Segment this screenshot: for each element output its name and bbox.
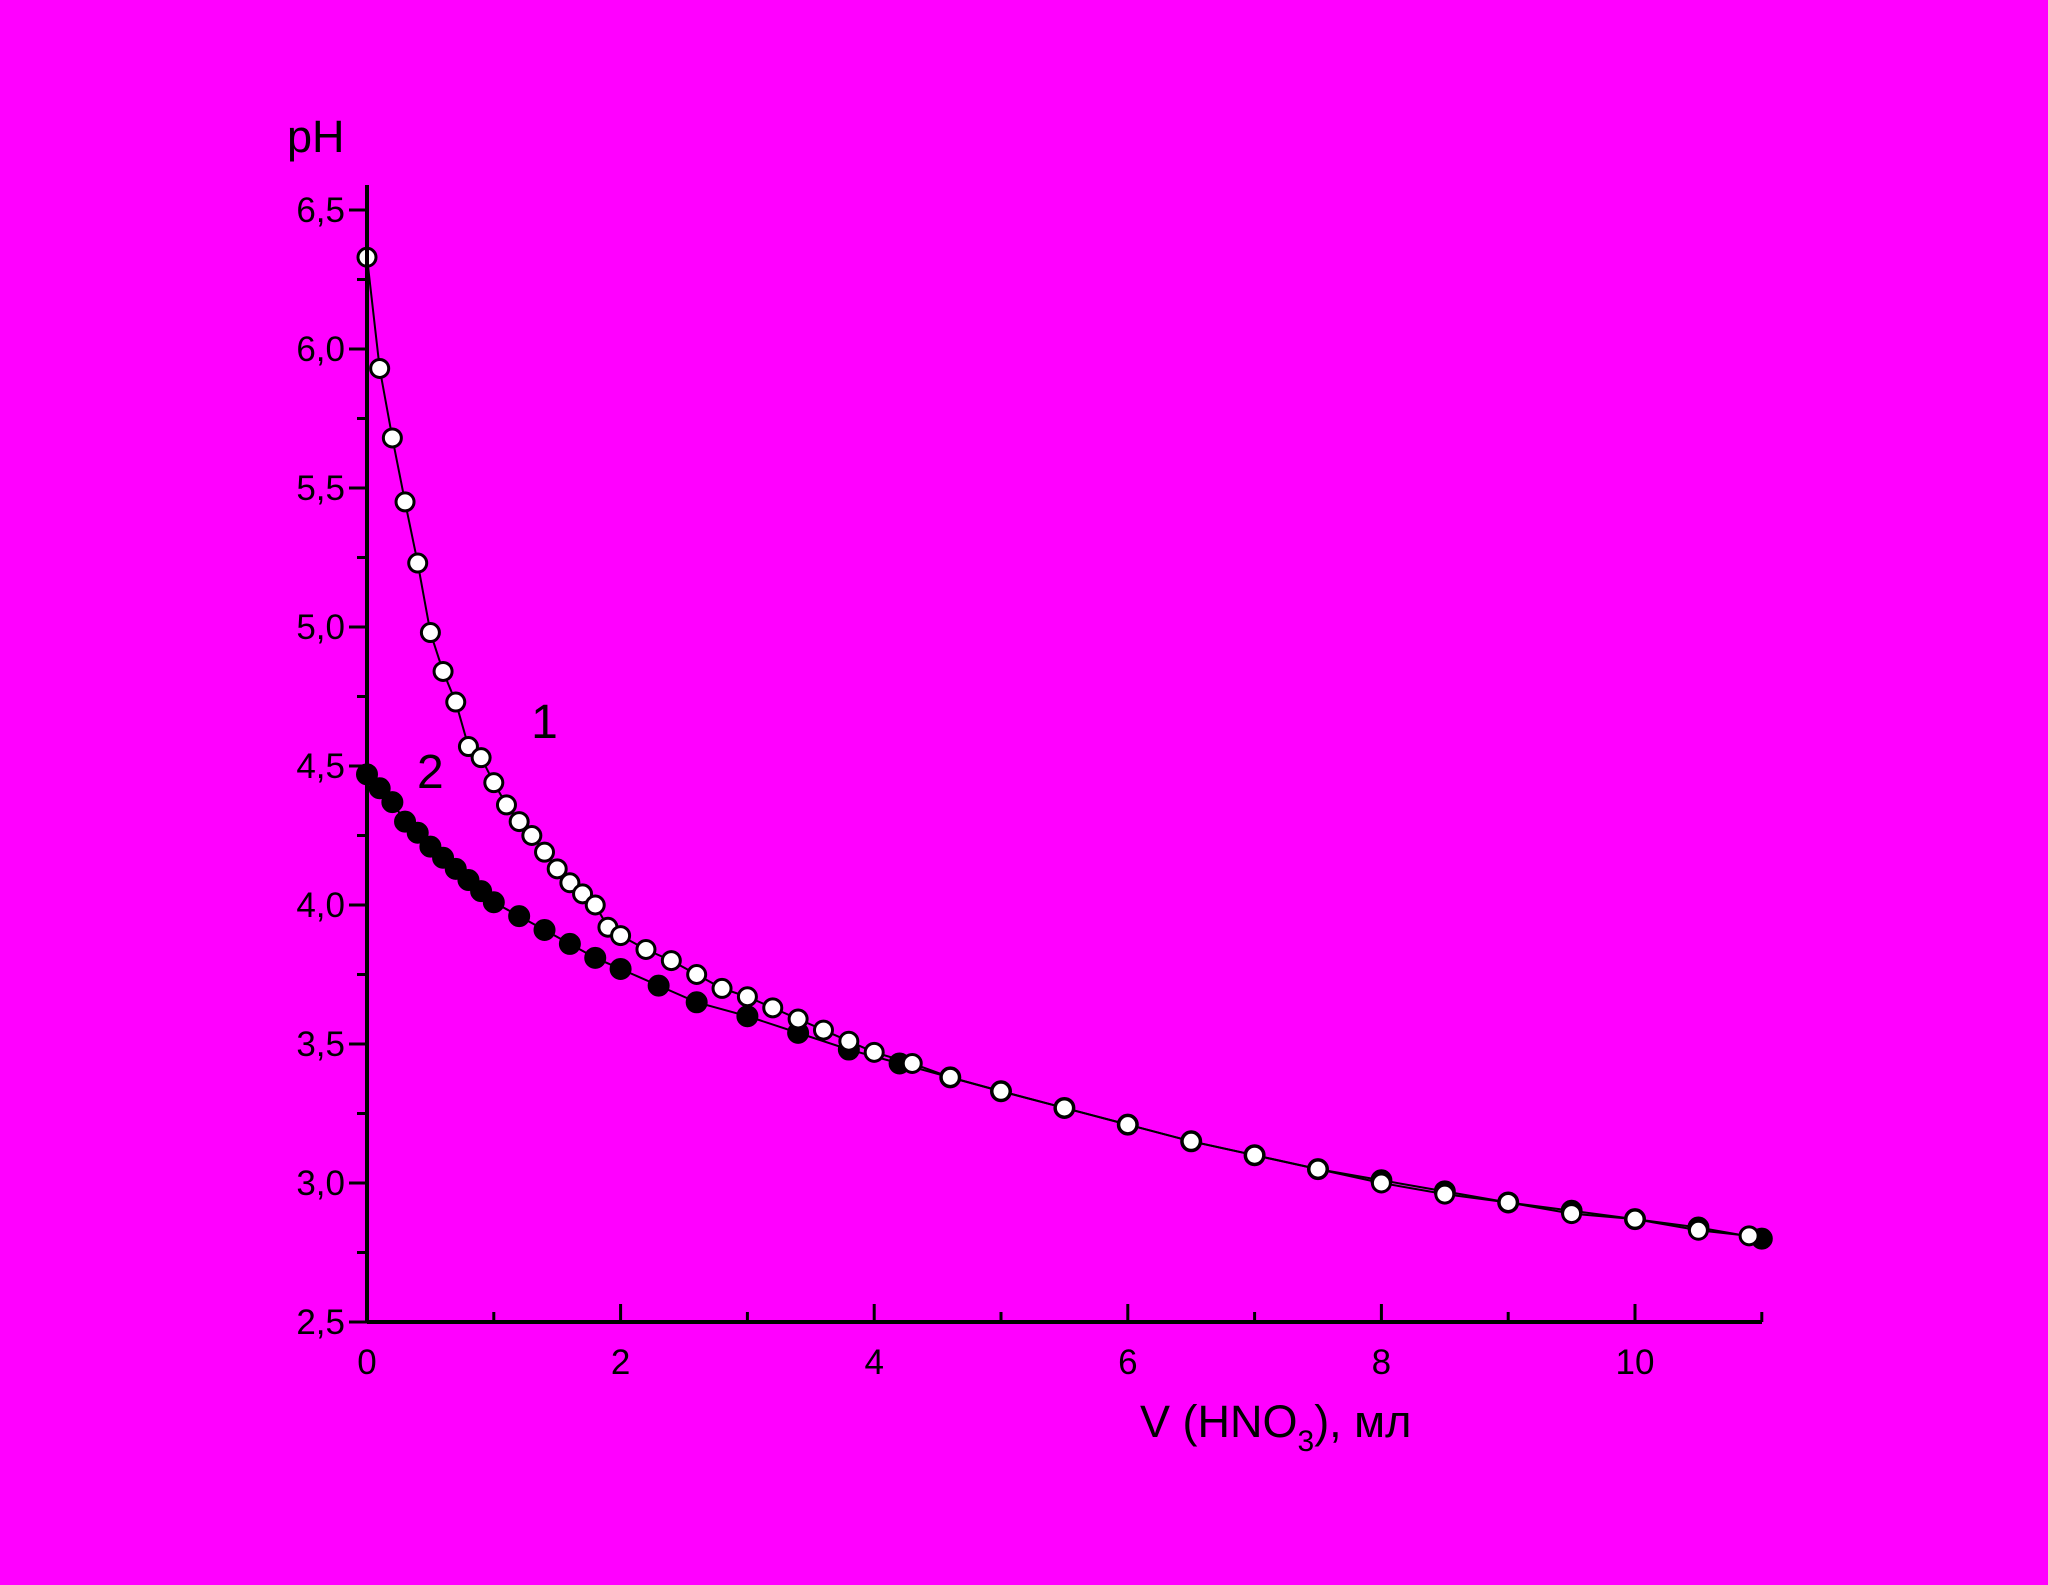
x-ticks [365,1304,1764,1322]
series-1-point [572,883,594,905]
y-tick-label: 3,0 [296,1164,345,1203]
series-1-point [1307,1158,1329,1180]
x-tick-label: 8 [1372,1343,1391,1382]
axes [349,185,1764,1324]
series-1-point [838,1030,860,1052]
series-1-point [660,950,682,972]
x-tick-label: 6 [1118,1343,1137,1382]
series-1-point [483,772,505,794]
series-1-point [939,1066,961,1088]
x-axis-title-rest: ), мл [1314,1396,1411,1447]
x-tick-label: 4 [864,1343,883,1382]
series-1-point [470,747,492,769]
series-1-point [445,691,467,713]
y-tick-label: 2,5 [296,1303,345,1342]
series-1-point [394,491,416,513]
series-2-point [482,891,505,914]
series-1-point [1117,1114,1139,1136]
series-1-point [1434,1183,1456,1205]
series-2-point [558,932,581,955]
series-1-point [369,357,391,379]
y-tick-label: 4,0 [296,886,345,925]
curve-annotations: 12 [417,696,558,799]
y-tick-label: 6,0 [296,330,345,369]
series-1-point [1244,1144,1266,1166]
series-1-points [356,246,1760,1247]
x-axis-title-subscript: 3 [1298,1425,1315,1458]
series-1-point [711,977,733,999]
series-1-point [1053,1097,1075,1119]
series-2-point [406,821,429,844]
series-2-point [533,919,556,942]
series-1-point [521,825,543,846]
series-2-point [368,777,391,800]
series-1-point [812,1019,834,1041]
y-tick-label: 5,0 [296,608,345,647]
x-tick-label: 0 [357,1343,376,1382]
series-1-point [1687,1219,1709,1241]
series-1-point [1738,1225,1760,1247]
series-1-point [635,938,657,960]
series-1-point [736,986,758,1008]
y-tick-label: 4,5 [296,747,345,786]
series-1-point [1624,1208,1646,1230]
series-2-point [584,946,607,969]
series-1-point [1370,1172,1392,1194]
series-1-point [1497,1191,1519,1213]
y-ticks [349,208,367,1324]
series-1-point [381,427,403,449]
series-1-point [863,1041,885,1063]
y-tick-labels: 2,5 3,0 3,5 4,0 4,5 5,0 5,5 6,0 6,5 [296,191,345,1342]
x-axis-title-main: V (HNO [1140,1396,1298,1447]
series-1-point [1180,1130,1202,1152]
series-1-point [1561,1203,1583,1225]
series-1-point [495,794,517,816]
y-axis-title: pH [287,111,345,162]
series-1-point [584,894,606,916]
series-1-point [610,925,632,947]
series-2-point [685,991,708,1014]
series-2-point [609,957,632,980]
x-axis-title: V (HNO3), мл [1140,1396,1411,1458]
series-1-point [686,964,708,985]
series-2-point [381,791,404,814]
series-2-point [508,905,531,928]
series-1-point [559,872,581,894]
series-1-point [787,1008,809,1030]
series-1-point [419,622,441,644]
x-tick-label: 2 [611,1343,630,1382]
curve-label-1: 1 [531,696,558,749]
series-1-point [546,858,568,880]
y-tick-label: 5,5 [296,469,345,508]
series-1-point [457,736,479,758]
series-1-point [534,841,556,863]
x-tick-labels: 0 2 4 6 8 10 [357,1343,1654,1382]
series-2-point [647,974,670,997]
series-1-point [432,660,454,682]
series-1-point [990,1080,1012,1102]
series-1-point [407,552,429,574]
series-2-point [736,1005,759,1028]
curve-label-2: 2 [417,746,444,799]
series-1-point [901,1052,923,1074]
series-1-point [508,811,530,833]
y-tick-label: 3,5 [296,1025,345,1064]
x-tick-label: 10 [1616,1343,1655,1382]
series-1-point [762,997,784,1019]
plot-area [356,246,1773,1250]
y-tick-label: 6,5 [296,191,345,230]
